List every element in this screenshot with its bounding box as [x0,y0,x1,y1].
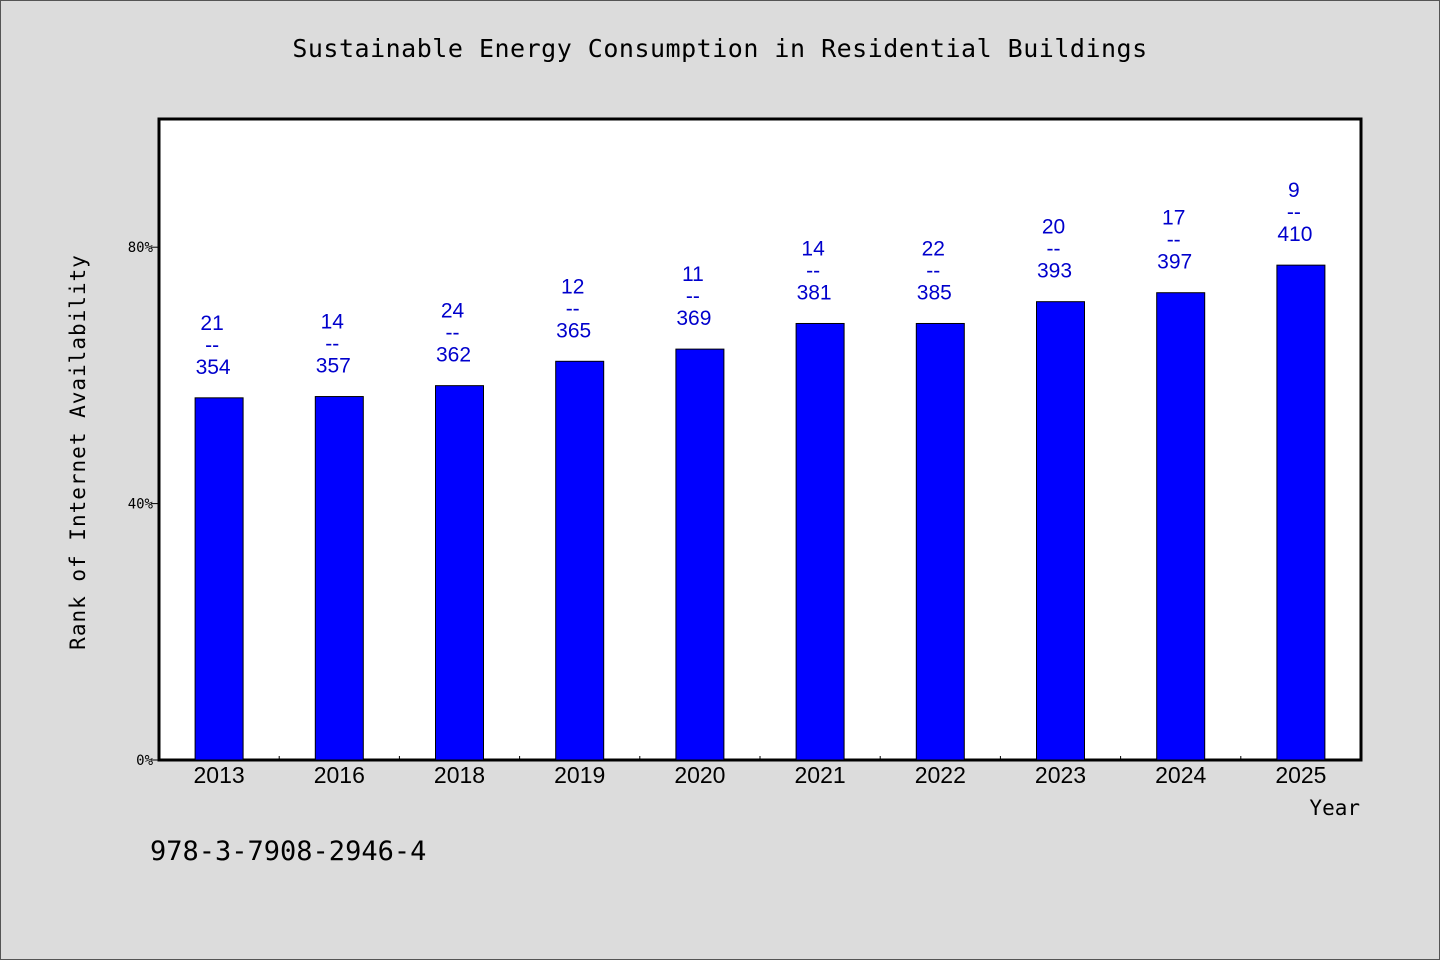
bars-group [194,264,1326,761]
bar [1276,264,1326,761]
data-label-total: 369 [676,307,711,330]
bar [435,385,484,761]
data-label-rank: 11 [682,263,704,286]
data-label-separator: -- [806,259,820,282]
x-tick-label: 2023 [1035,762,1086,788]
x-axis-ticks: 2013 2016 2018 2019 2020 2021 2022 2023 2024 2025 [194,756,1326,788]
data-label-total: 357 [316,355,351,378]
data-label-separator: -- [205,334,219,357]
bar [1156,292,1206,761]
data-label-total: 385 [917,281,952,304]
data-label-rank: 14 [801,237,825,260]
x-tick-label: 2025 [1275,762,1326,788]
x-axis-label: Year [1309,796,1360,820]
data-labels-group: 21--35414--35724--36212--36511--36914--3… [196,179,1313,379]
data-label-separator: -- [566,297,580,320]
data-label-total: 410 [1277,223,1312,246]
data-label-total: 381 [797,281,832,304]
bar [795,322,845,761]
data-label-separator: -- [325,333,339,356]
data-label-rank: 12 [561,275,584,298]
bar [555,360,605,761]
data-label-rank: 20 [1042,216,1065,239]
bar [1036,301,1085,761]
data-label-total: 354 [196,356,231,379]
x-tick-label: 2021 [795,762,846,788]
y-tick-label: 80% [128,240,154,256]
bar [675,348,725,761]
chart-title: Sustainable Energy Consumption in Reside… [292,34,1148,63]
data-label-separator: -- [926,259,940,282]
x-tick-label: 2024 [1155,762,1206,788]
x-tick-label: 2020 [674,762,725,788]
bar [314,396,364,761]
data-label-rank: 24 [441,300,465,323]
data-label-total: 397 [1157,251,1192,274]
data-label-separator: -- [446,322,460,345]
data-label-separator: -- [1047,238,1061,261]
data-label-rank: 22 [922,237,945,260]
x-tick-label: 2018 [434,762,485,788]
bar [915,322,965,761]
data-label-rank: 21 [200,312,223,335]
x-tick-label: 2016 [314,762,365,788]
data-label-separator: -- [686,285,700,308]
y-tick-label: 40% [128,497,154,513]
data-label-rank: 17 [1162,207,1185,230]
data-label-rank: 9 [1288,179,1300,202]
x-tick-label: 2022 [915,762,966,788]
data-label-total: 362 [436,344,471,367]
y-axis-ticks: 0% 40% 80% [128,240,159,769]
bar [194,397,244,761]
isbn-text: 978-3-7908-2946-4 [150,836,427,867]
x-tick-label: 2019 [554,762,605,788]
y-tick-label: 0% [136,753,153,769]
data-label-separator: -- [1167,229,1181,252]
x-tick-label: 2013 [194,762,245,788]
data-label-total: 365 [556,319,591,342]
data-label-rank: 14 [321,311,345,334]
data-label-total: 393 [1037,260,1072,283]
data-label-separator: -- [1287,201,1301,224]
